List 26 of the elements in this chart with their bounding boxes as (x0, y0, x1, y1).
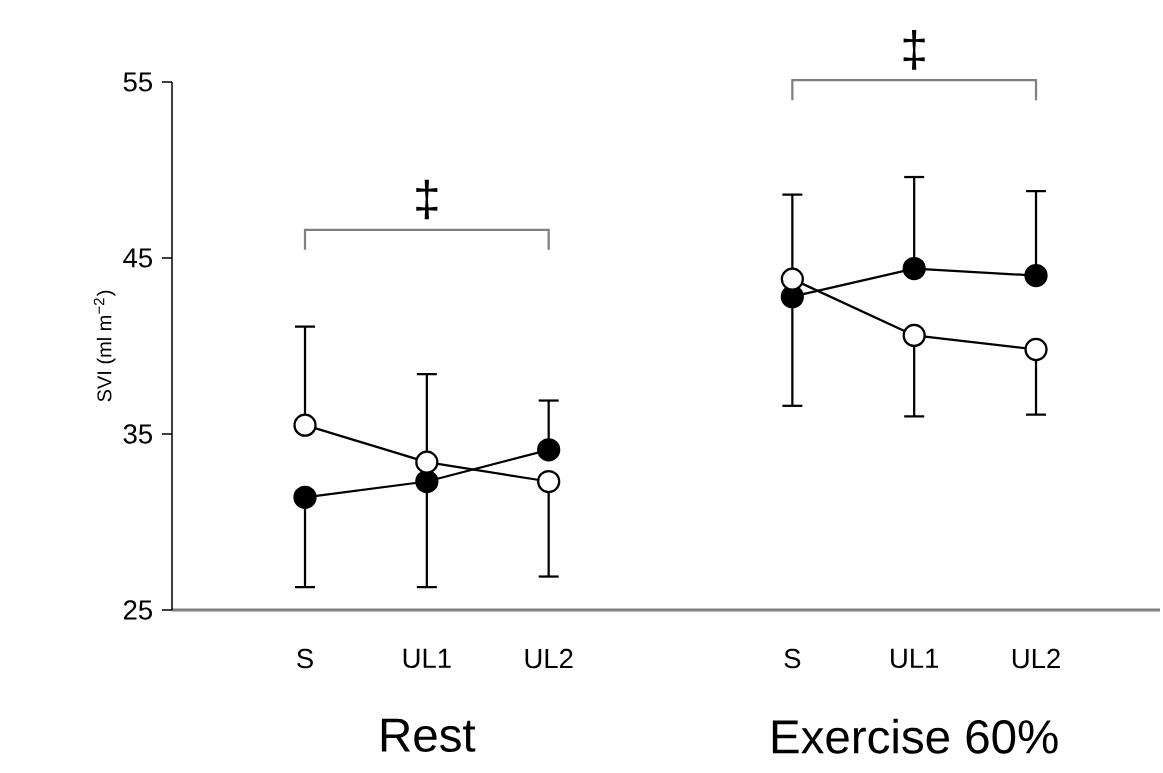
point (415, 469, 439, 494)
x-tick-label: UL2 (1012, 648, 1060, 669)
text: Exercise 60% (772, 718, 1058, 754)
x-tick-label: UL1 (403, 648, 451, 669)
y-tick-label: 35 (123, 424, 152, 444)
text: Rest (381, 718, 476, 752)
point (415, 450, 439, 474)
y-tick-label: 25 (123, 600, 152, 620)
point (902, 256, 926, 281)
annotation: ‡ (416, 179, 438, 220)
point (1024, 263, 1048, 288)
point (293, 413, 317, 437)
y-axis-title: SVI (ml m$^{−2}$) (93, 290, 116, 402)
point (537, 469, 561, 494)
point (902, 323, 926, 348)
x-tick-label: S (297, 648, 313, 669)
x-tick-label: S (784, 648, 801, 669)
y-tick-label: 55 (123, 72, 152, 92)
x-tick-label: UL2 (525, 648, 573, 669)
y-tick-label: 45 (123, 248, 152, 268)
point (537, 438, 561, 462)
point (1024, 337, 1048, 362)
text: ‡ (903, 30, 925, 70)
point (293, 485, 317, 509)
x-tick-label: UL1 (891, 648, 939, 669)
point (780, 267, 804, 291)
